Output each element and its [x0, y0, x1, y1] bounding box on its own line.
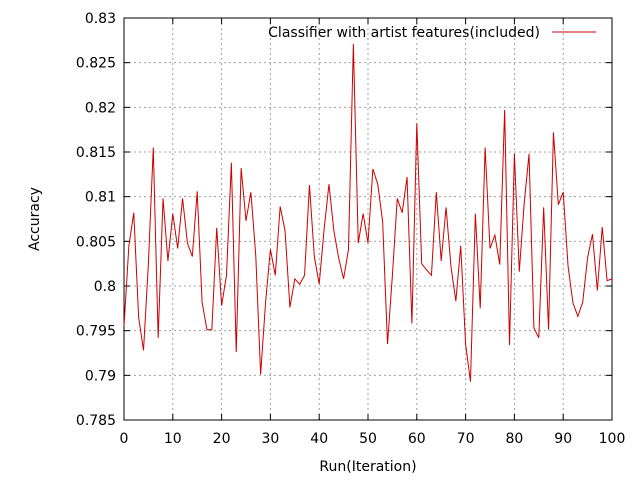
x-tick-label: 80 — [505, 431, 523, 447]
y-tick-label: 0.83 — [85, 11, 116, 27]
series-line — [123, 43, 613, 382]
legend: Classifier with artist features(included… — [268, 25, 596, 41]
axis-labels: Run(Iteration) Accuracy — [27, 187, 417, 475]
x-tick-label: 100 — [599, 431, 626, 447]
y-tick-label: 0.8 — [94, 279, 116, 295]
x-tick-label: 10 — [164, 431, 182, 447]
y-tick-label: 0.785 — [76, 413, 116, 429]
y-tick-label: 0.805 — [76, 234, 116, 250]
y-tick-label: 0.79 — [85, 368, 116, 384]
x-tick-label: 70 — [457, 431, 475, 447]
x-tick-label: 60 — [408, 431, 426, 447]
gridlines — [124, 18, 612, 420]
x-tick-label: 20 — [213, 431, 231, 447]
x-tick-label: 90 — [554, 431, 572, 447]
y-tick-label: 0.81 — [85, 190, 116, 206]
x-tick-label: 0 — [120, 431, 129, 447]
y-axis-label: Accuracy — [27, 187, 43, 251]
x-tick-label: 50 — [359, 431, 377, 447]
x-axis-label: Run(Iteration) — [319, 459, 416, 475]
y-tick-label: 0.815 — [76, 145, 116, 161]
y-tick-label: 0.795 — [76, 324, 116, 340]
legend-label: Classifier with artist features(included… — [268, 25, 540, 41]
axis-ticks: 0.785 0.79 0.795 0.8 0.805 0.81 0.815 0.82 0.825… — [76, 11, 625, 447]
x-tick-label: 40 — [310, 431, 328, 447]
x-tick-label: 30 — [261, 431, 279, 447]
y-tick-label: 0.82 — [85, 100, 116, 116]
y-tick-label: 0.825 — [76, 56, 116, 72]
series-layer — [123, 43, 613, 382]
